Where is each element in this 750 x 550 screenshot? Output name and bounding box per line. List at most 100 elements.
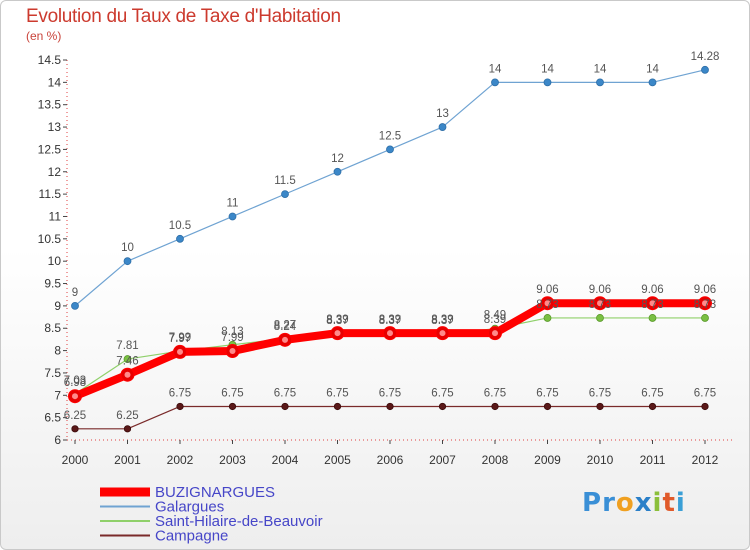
data-label-saint-hilaire-de-beauvoir: 7.99 bbox=[169, 332, 191, 344]
data-label-galargues: 9 bbox=[72, 287, 78, 299]
data-point-highlight bbox=[702, 300, 708, 307]
data-label-buzignargues: 8.39 bbox=[484, 314, 506, 326]
data-label-saint-hilaire-de-beauvoir: 7.03 bbox=[64, 375, 86, 387]
data-point-highlight bbox=[387, 330, 393, 337]
y-tick-label: 14.5 bbox=[38, 53, 62, 67]
chart-subtitle: (en %) bbox=[26, 29, 62, 43]
data-label-saint-hilaire-de-beauvoir: 8.37 bbox=[379, 315, 401, 327]
data-label-buzignargues: 8.24 bbox=[274, 321, 297, 333]
data-point-highlight bbox=[72, 393, 78, 400]
data-point-galargues bbox=[176, 234, 184, 243]
data-label-galargues: 10.5 bbox=[169, 220, 191, 232]
chart-axes: 6 6.5 7 7.5 8 8.5 9 9.5 10 10.5 11 11.5 12 12.5 13 13.5… bbox=[38, 53, 733, 467]
data-label-saint-hilaire-de-beauvoir: 8.73 bbox=[536, 299, 558, 311]
data-label-saint-hilaire-de-beauvoir: 8.73 bbox=[641, 299, 663, 311]
data-point-highlight bbox=[177, 348, 183, 355]
data-point-galargues bbox=[281, 190, 289, 199]
data-point-highlight bbox=[334, 330, 341, 337]
y-tick-label: 12.5 bbox=[38, 142, 62, 156]
data-label-galargues: 13 bbox=[436, 108, 449, 120]
legend-label-galargues: Galargues bbox=[155, 499, 224, 516]
logo-letter: i bbox=[652, 488, 663, 518]
data-point-campagne bbox=[281, 402, 289, 411]
data-label-buzignargues: 9.06 bbox=[536, 284, 558, 296]
data-label-buzignargues: 7.97 bbox=[169, 333, 191, 345]
data-label-galargues: 14 bbox=[489, 63, 502, 75]
data-point-galargues bbox=[596, 78, 604, 87]
data-point-highlight bbox=[597, 300, 603, 307]
y-tick-label: 8 bbox=[54, 344, 61, 358]
data-label-buzignargues: 9.06 bbox=[589, 284, 611, 296]
data-point-campagne bbox=[543, 402, 552, 411]
data-label-campagne: 6.75 bbox=[169, 387, 191, 399]
data-point-highlight bbox=[544, 300, 551, 307]
data-label-campagne: 6.75 bbox=[536, 387, 558, 399]
y-tick-label: 7 bbox=[54, 388, 61, 402]
data-label-campagne: 6.75 bbox=[694, 387, 716, 399]
logo-letter: r bbox=[602, 488, 616, 518]
data-point-galargues bbox=[386, 145, 394, 154]
x-tick-label: 2011 bbox=[640, 453, 666, 467]
y-tick-label: 7.5 bbox=[44, 366, 61, 380]
y-tick-label: 12 bbox=[48, 165, 62, 179]
y-tick-label: 10.5 bbox=[38, 232, 62, 246]
data-point-saint-hilaire-de-beauvoir bbox=[543, 314, 552, 322]
x-tick-label: 2003 bbox=[219, 453, 246, 467]
data-point-saint-hilaire-de-beauvoir bbox=[648, 314, 657, 322]
data-point-campagne bbox=[438, 402, 447, 411]
data-point-galargues bbox=[543, 78, 552, 87]
x-tick-label: 2006 bbox=[377, 453, 404, 467]
data-label-campagne: 6.75 bbox=[326, 387, 348, 399]
data-point-campagne bbox=[176, 402, 184, 411]
logo-letter: x bbox=[634, 488, 653, 518]
logo-letter: t bbox=[662, 488, 676, 518]
data-label-buzignargues: 6.98 bbox=[64, 377, 86, 389]
data-label-saint-hilaire-de-beauvoir: 8.37 bbox=[326, 315, 348, 327]
data-label-saint-hilaire-de-beauvoir: 8.73 bbox=[589, 299, 611, 311]
data-point-galargues bbox=[648, 78, 657, 87]
data-point-campagne bbox=[596, 402, 604, 411]
x-tick-label: 2001 bbox=[114, 453, 141, 467]
y-tick-label: 11 bbox=[49, 209, 62, 223]
data-label-buzignargues: 8.39 bbox=[326, 314, 348, 326]
logo-letter: o bbox=[615, 488, 635, 518]
y-tick-label: 14 bbox=[48, 75, 62, 89]
data-label-campagne: 6.75 bbox=[221, 387, 243, 399]
chart-series bbox=[68, 65, 712, 433]
data-point-saint-hilaire-de-beauvoir bbox=[123, 355, 132, 363]
data-label-galargues: 14 bbox=[541, 63, 554, 75]
chart-legend: BUZIGNARGUESGalarguesSaint-Hilaire-de-Be… bbox=[100, 484, 323, 545]
x-tick-label: 2007 bbox=[429, 453, 456, 467]
data-point-highlight bbox=[649, 300, 656, 307]
data-label-buzignargues: 7.99 bbox=[221, 332, 243, 344]
logo-letter: P bbox=[582, 488, 603, 518]
data-point-galargues bbox=[71, 301, 79, 310]
data-point-galargues bbox=[228, 212, 237, 221]
legend-label-campagne: Campagne bbox=[155, 528, 228, 545]
data-label-saint-hilaire-de-beauvoir: 8.13 bbox=[221, 326, 243, 338]
series-line-galargues bbox=[74, 69, 706, 307]
y-tick-label: 10 bbox=[48, 254, 62, 268]
data-label-saint-hilaire-de-beauvoir: 8.49 bbox=[484, 310, 506, 322]
data-label-campagne: 6.75 bbox=[431, 387, 453, 399]
data-point-galargues bbox=[491, 78, 499, 87]
y-tick-label: 8.5 bbox=[44, 321, 61, 335]
data-label-buzignargues: 9.06 bbox=[694, 284, 716, 296]
data-label-buzignargues: 7.46 bbox=[116, 356, 138, 368]
data-label-buzignargues: 8.39 bbox=[431, 314, 453, 326]
data-label-galargues: 10 bbox=[121, 242, 134, 254]
logo-letter: i bbox=[675, 488, 686, 518]
data-label-galargues: 14 bbox=[646, 63, 659, 75]
x-tick-label: 2002 bbox=[167, 453, 194, 467]
data-label-saint-hilaire-de-beauvoir: 8.73 bbox=[694, 299, 716, 311]
y-tick-label: 6.5 bbox=[44, 411, 61, 425]
data-label-saint-hilaire-de-beauvoir: 8.27 bbox=[274, 320, 296, 332]
data-label-saint-hilaire-de-beauvoir: 7.81 bbox=[116, 340, 138, 352]
data-point-campagne bbox=[491, 402, 499, 411]
data-label-campagne: 6.75 bbox=[484, 387, 506, 399]
chart-data-labels: 9 10 10.5 11 11.5 12 12.5 13 14 14 14 14 14.28 7.03 7.… bbox=[64, 51, 720, 422]
data-point-highlight bbox=[124, 371, 131, 378]
data-point-campagne bbox=[71, 425, 79, 433]
